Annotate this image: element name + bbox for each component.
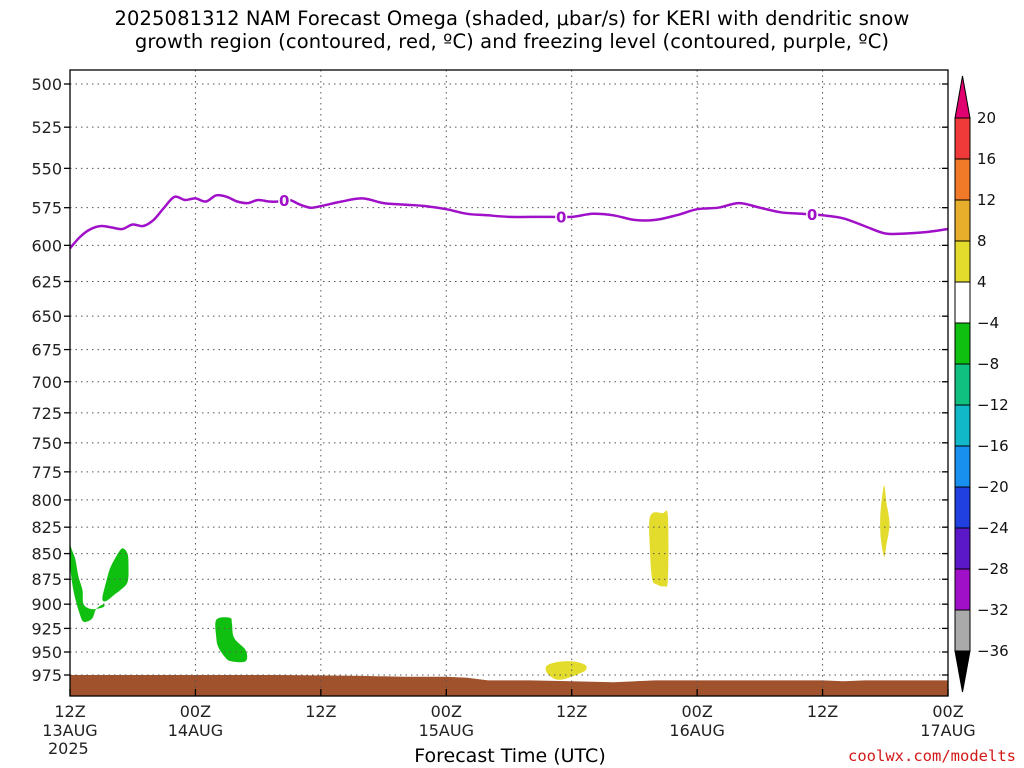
colorbar-bin-9 <box>954 445 971 488</box>
colorbar-bin-10 <box>954 486 971 529</box>
freezing-level-label-2: 0 <box>556 208 566 226</box>
y-tick-label-925: 925 <box>31 619 62 638</box>
omega-region-1 <box>69 523 105 622</box>
y-tick-label-700: 700 <box>31 373 62 392</box>
y-tick-label-850: 850 <box>31 545 62 564</box>
x-tick-sublabel-3-0: 15AUG <box>419 721 474 740</box>
x-tick-sublabel-7-0: 17AUG <box>920 721 975 740</box>
colorbar-label-12: −32 <box>977 601 1009 619</box>
colorbar-label-8: −16 <box>977 437 1009 455</box>
chart-title: 2025081312 NAM Forecast Omega (shaded, μ… <box>0 7 1024 53</box>
y-tick-label-725: 725 <box>31 404 62 423</box>
y-tick-label-875: 875 <box>31 570 62 589</box>
colorbar-bin-14 <box>954 650 971 693</box>
omega-region-5 <box>545 661 587 680</box>
y-tick-label-600: 600 <box>31 236 62 255</box>
title-line-1: 2025081312 NAM Forecast Omega (shaded, μ… <box>114 7 910 30</box>
freezing-level-label-1: 0 <box>279 192 289 210</box>
terrain-fill <box>70 675 948 696</box>
omega-shaded-regions <box>69 485 890 680</box>
x-tick-label-2: 12Z <box>305 702 336 721</box>
terrain-area <box>70 675 948 696</box>
colorbar-bin-7 <box>954 363 971 406</box>
colorbar-bin-8 <box>954 404 971 447</box>
colorbar-label-1: 16 <box>977 150 996 168</box>
colorbar-label-11: −28 <box>977 560 1009 578</box>
y-tick-label-775: 775 <box>31 463 62 482</box>
y-tick-label-500: 500 <box>31 75 62 94</box>
colorbar-bin-12 <box>954 568 971 611</box>
colorbar-bin-3 <box>954 199 971 242</box>
colorbar-bin-4 <box>954 240 971 283</box>
x-axis-label: Forecast Time (UTC) <box>414 745 606 767</box>
x-tick-label-6: 12Z <box>807 702 838 721</box>
y-tick-label-825: 825 <box>31 518 62 537</box>
plot-frame <box>69 69 949 697</box>
y-tick-label-525: 525 <box>31 118 62 137</box>
x-tick-label-4: 12Z <box>556 702 587 721</box>
credit-link[interactable]: coolwx.com/modelts <box>848 747 1016 765</box>
colorbar-label-13: −36 <box>977 642 1009 660</box>
colorbar-bin-11 <box>954 527 971 570</box>
x-tick-label-0: 12Z <box>54 702 85 721</box>
colorbar-bin-13 <box>954 609 971 652</box>
colorbar-label-10: −24 <box>977 519 1009 537</box>
colorbar-label-2: 12 <box>977 191 996 209</box>
y-tick-label-800: 800 <box>31 491 62 510</box>
x-tick-label-3: 00Z <box>431 702 462 721</box>
colorbar-bin-5 <box>954 281 971 324</box>
y-tick-label-625: 625 <box>31 272 62 291</box>
freezing-label-bg-3 <box>806 205 819 224</box>
omega-region-2 <box>102 548 129 602</box>
colorbar-label-4: 4 <box>977 273 987 291</box>
x-tick-label-7: 00Z <box>932 702 963 721</box>
colorbar: 20 16 12 8 4 −4 −8 −12 −16 −20 −24 −28 −32 −36 <box>954 75 1009 693</box>
colorbar-label-5: −4 <box>977 314 999 332</box>
colorbar-label-3: 8 <box>977 232 987 250</box>
omega-region-3 <box>215 617 248 663</box>
colorbar-bin-1 <box>954 117 971 160</box>
y-tick-label-950: 950 <box>31 643 62 662</box>
freezing-level-line <box>69 193 949 250</box>
x-tick-sublabel-5-0: 16AUG <box>669 721 724 740</box>
colorbar-bin-6 <box>954 322 971 365</box>
y-tick-label-575: 575 <box>31 199 62 218</box>
omega-region-6 <box>880 485 890 557</box>
x-tick-label-1: 00Z <box>180 702 211 721</box>
x-tick-sublabel-1-0: 14AUG <box>168 721 223 740</box>
colorbar-label-0: 20 <box>977 109 996 127</box>
x-tick-sublabel-0-1: 2025 <box>48 739 89 758</box>
colorbar-bin-0 <box>954 75 971 119</box>
x-tick-label-5: 00Z <box>681 702 712 721</box>
y-tick-label-550: 550 <box>31 159 62 178</box>
freezing-label-bg-2 <box>555 207 568 226</box>
y-tick-label-675: 675 <box>31 341 62 360</box>
colorbar-label-7: −12 <box>977 396 1009 414</box>
colorbar-label-6: −8 <box>977 355 999 373</box>
y-tick-label-650: 650 <box>31 307 62 326</box>
freezing-level-label-3: 0 <box>807 206 817 224</box>
freezing-label-bg-1 <box>278 191 291 210</box>
colorbar-label-9: −20 <box>977 478 1009 496</box>
colorbar-bin-2 <box>954 158 971 201</box>
freezing-level-contour: 0 0 0 <box>69 191 949 250</box>
y-tick-label-975: 975 <box>31 666 62 685</box>
x-tick-sublabel-0-0: 13AUG <box>42 721 97 740</box>
omega-region-4 <box>649 510 669 587</box>
pressure-axis: 500 525 550 575 600 625 650 675 700 725 750 775 800 8… <box>31 75 948 685</box>
grid-lines <box>70 70 948 696</box>
y-tick-label-900: 900 <box>31 595 62 614</box>
title-line-2: growth region (contoured, red, ºC) and f… <box>134 30 890 53</box>
y-tick-label-750: 750 <box>31 434 62 453</box>
